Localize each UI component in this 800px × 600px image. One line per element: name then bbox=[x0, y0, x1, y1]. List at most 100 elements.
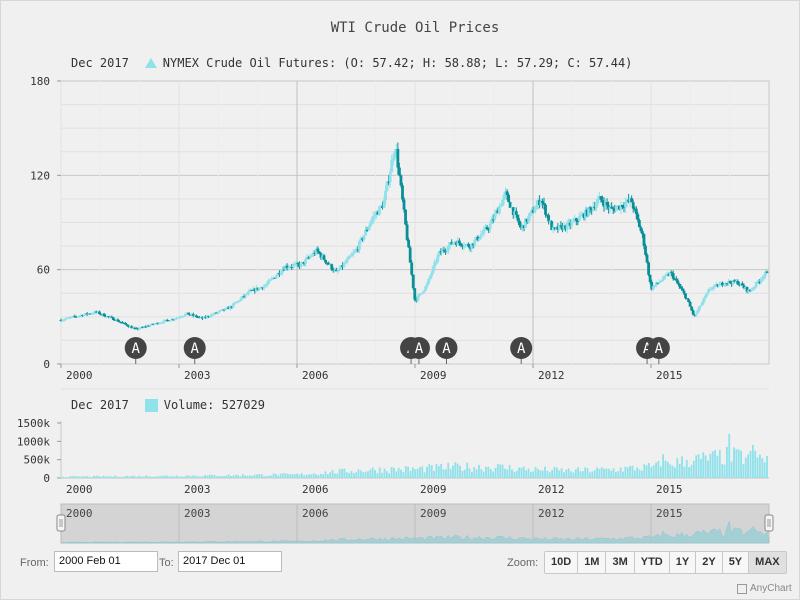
zoom-button-max[interactable]: MAX bbox=[749, 552, 786, 573]
candle-body bbox=[205, 316, 209, 318]
candle-body bbox=[225, 307, 229, 309]
volume-bar bbox=[218, 476, 221, 478]
candle-body bbox=[710, 288, 714, 290]
volume-bar bbox=[215, 476, 218, 478]
candle-body bbox=[384, 190, 387, 201]
candle-body bbox=[493, 213, 497, 220]
volume-bar bbox=[530, 471, 532, 478]
candle-body bbox=[221, 309, 224, 311]
candle-body bbox=[471, 243, 475, 246]
volume-bar bbox=[305, 474, 308, 478]
volume-bar bbox=[352, 473, 355, 478]
candle-body bbox=[525, 218, 529, 222]
candle-body bbox=[111, 317, 115, 320]
event-marker-label: A bbox=[643, 341, 652, 357]
candle-body bbox=[717, 284, 721, 287]
zoom-button-ytd[interactable]: YTD bbox=[634, 552, 670, 573]
volume-bar bbox=[593, 470, 596, 478]
candle-body bbox=[488, 223, 492, 230]
zoom-button-5y[interactable]: 5Y bbox=[722, 552, 750, 573]
candle-body bbox=[208, 316, 212, 318]
volume-bar bbox=[440, 464, 443, 478]
to-date-input[interactable]: 2017 Dec 01 bbox=[178, 551, 282, 572]
volume-bar bbox=[270, 475, 273, 478]
volume-bar bbox=[102, 475, 105, 478]
volume-bar bbox=[452, 465, 454, 478]
volume-bar bbox=[104, 476, 107, 478]
volume-bar bbox=[114, 475, 117, 478]
candle-body bbox=[138, 328, 141, 330]
candle-body bbox=[537, 200, 541, 205]
volume-bar bbox=[308, 474, 310, 478]
credit[interactable]: AnyChart bbox=[737, 583, 792, 594]
candle-body bbox=[381, 205, 384, 208]
volume-bar bbox=[130, 475, 133, 478]
price-axis-label: 120 bbox=[30, 169, 50, 182]
candle-body bbox=[398, 167, 401, 176]
candle-body bbox=[476, 236, 480, 241]
candle-body bbox=[459, 243, 463, 246]
candle-body bbox=[385, 181, 389, 191]
candle-body bbox=[251, 288, 255, 291]
volume-bar bbox=[697, 454, 700, 478]
volume-bar bbox=[213, 474, 216, 478]
candle-body bbox=[474, 236, 478, 241]
candle-body bbox=[81, 315, 84, 317]
candle-body bbox=[470, 243, 474, 249]
volume-bar bbox=[341, 469, 343, 478]
candle-body bbox=[485, 227, 489, 230]
volume-bar bbox=[721, 463, 724, 478]
zoom-button-1y[interactable]: 1Y bbox=[669, 552, 697, 573]
navigator-right-handle[interactable] bbox=[764, 514, 774, 532]
candle-body bbox=[634, 208, 638, 215]
candle-body bbox=[547, 215, 551, 222]
volume-bar bbox=[482, 471, 485, 478]
candle-body bbox=[382, 200, 386, 208]
candle-body bbox=[491, 219, 495, 221]
candle-body bbox=[676, 280, 680, 284]
candle-body bbox=[688, 302, 692, 307]
candle-body bbox=[433, 261, 437, 267]
candle-body bbox=[541, 201, 544, 204]
candle-body bbox=[387, 181, 391, 183]
volume-bar bbox=[246, 475, 249, 478]
zoom-button-2y[interactable]: 2Y bbox=[696, 552, 723, 573]
candle-body bbox=[247, 291, 251, 294]
candle-body bbox=[697, 306, 701, 311]
candle-body bbox=[661, 279, 664, 282]
candle-body bbox=[101, 313, 104, 315]
zoom-button-10d[interactable]: 10D bbox=[545, 552, 579, 573]
volume-bar bbox=[97, 476, 100, 478]
volume-bar bbox=[433, 471, 435, 478]
navigator-left-handle[interactable] bbox=[56, 514, 66, 532]
x-axis-label: 2000 bbox=[66, 369, 93, 382]
volume-bar bbox=[263, 476, 265, 478]
candle-body bbox=[211, 314, 215, 316]
volume-bar bbox=[487, 466, 490, 478]
volume-bar bbox=[586, 468, 589, 478]
volume-bar bbox=[492, 471, 495, 478]
volume-bar bbox=[669, 464, 672, 478]
volume-bar bbox=[648, 463, 650, 478]
candle-body bbox=[636, 214, 640, 221]
zoom-button-3m[interactable]: 3M bbox=[606, 552, 635, 573]
volume-bar bbox=[123, 476, 126, 478]
volume-bar bbox=[385, 471, 388, 478]
candle-body bbox=[174, 318, 178, 320]
volume-bar bbox=[277, 475, 280, 478]
volume-bar bbox=[159, 476, 162, 478]
candle-body bbox=[747, 289, 750, 292]
anychart-logo-icon bbox=[737, 583, 747, 594]
volume-bar bbox=[690, 464, 693, 478]
candle-body bbox=[422, 290, 426, 293]
volume-bar bbox=[740, 450, 742, 478]
candle-body bbox=[207, 316, 211, 318]
from-date-input[interactable]: 2000 Feb 01 bbox=[54, 551, 158, 572]
zoom-button-1m[interactable]: 1M bbox=[578, 552, 607, 573]
navigator-label: 2003 bbox=[184, 507, 211, 520]
volume-bar bbox=[449, 468, 452, 478]
candle-body bbox=[93, 311, 97, 314]
volume-x-axis-label: 2000 bbox=[66, 483, 93, 496]
candle-body bbox=[750, 289, 754, 291]
